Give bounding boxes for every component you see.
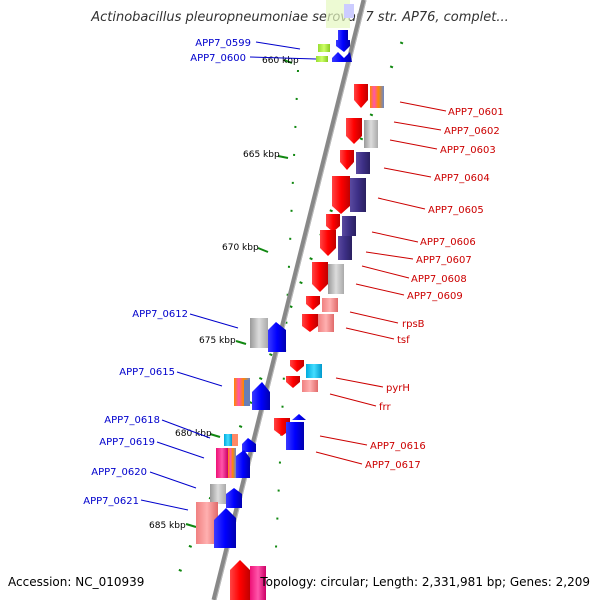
gene-APP7_0599[interactable]	[318, 30, 350, 52]
gene-label[interactable]: APP7_0607	[416, 255, 472, 266]
gene-label[interactable]: APP7_0602	[444, 126, 500, 137]
gene-label[interactable]: tsf	[397, 335, 410, 346]
gene-APP7_0605[interactable]	[326, 214, 356, 236]
gene-APP7_0615[interactable]	[234, 378, 270, 410]
gene-label[interactable]: APP7_0608	[411, 274, 467, 285]
accession-label: Accession: NC_010939	[8, 575, 145, 589]
gene-label[interactable]: APP7_0619	[99, 437, 155, 448]
right-leader-lines	[315, 101, 447, 465]
tick-label: 670 kbp	[222, 243, 259, 253]
gene-rpsB[interactable]	[306, 296, 338, 312]
gene-APP7_0620[interactable]	[210, 484, 242, 508]
gene-APP7_0607[interactable]	[312, 262, 344, 294]
topology-label: Topology: circular; Length: 2,331,981 bp…	[260, 575, 590, 589]
genome-backbone	[211, 0, 367, 600]
gene-label[interactable]: APP7_0616	[370, 441, 426, 452]
gene-label[interactable]: rpsB	[402, 319, 425, 330]
gene-label[interactable]: APP7_0621	[83, 496, 139, 507]
gene-label[interactable]: APP7_0603	[440, 145, 496, 156]
gene-label[interactable]: APP7_0606	[420, 237, 476, 248]
gene-label[interactable]: APP7_0605	[428, 205, 484, 216]
gene-label[interactable]: APP7_0612	[132, 309, 188, 320]
gene-APP7_0602[interactable]	[346, 118, 378, 148]
gene-APP7_0606[interactable]	[320, 230, 352, 260]
gene-tsf[interactable]	[302, 314, 334, 332]
gene-partial-bottom	[230, 560, 266, 600]
tick-marks	[185, 59, 293, 528]
gene-label[interactable]: APP7_0599	[195, 38, 251, 49]
tick-label: 685 kbp	[149, 521, 186, 531]
gene-label[interactable]: APP7_0601	[448, 107, 504, 118]
gene-label[interactable]: APP7_0609	[407, 291, 463, 302]
gene-APP7_0604[interactable]	[332, 176, 366, 214]
tick-label: 660 kbp	[262, 56, 299, 66]
gene-APP7_0600[interactable]	[316, 52, 352, 62]
gene-pyrH[interactable]	[290, 360, 322, 378]
gene-label[interactable]: pyrH	[386, 383, 410, 394]
left-leader-lines	[140, 41, 317, 511]
gene-label[interactable]: APP7_0620	[91, 467, 147, 478]
gene-APP7_0601[interactable]	[354, 84, 384, 108]
tick-label: 675 kbp	[199, 336, 236, 346]
gene-APP7_0617[interactable]	[286, 414, 306, 450]
gene-label[interactable]: frr	[379, 402, 391, 413]
gene-label[interactable]: APP7_0617	[365, 460, 421, 471]
gene-APP7_0612[interactable]	[250, 318, 286, 352]
gene-APP7_0603[interactable]	[340, 150, 370, 174]
gene-label[interactable]: APP7_0618	[104, 415, 160, 426]
map-title: Actinobacillus pleuropneumoniae serovar …	[91, 10, 509, 25]
gene-label[interactable]: APP7_0600	[190, 53, 246, 64]
gene-label[interactable]: APP7_0604	[434, 173, 490, 184]
gene-APP7_0621[interactable]	[196, 502, 236, 548]
gene-frr[interactable]	[286, 376, 318, 392]
tick-label: 680 kbp	[175, 429, 212, 439]
tick-label: 665 kbp	[243, 150, 280, 160]
gene-APP7_0618[interactable]	[224, 434, 256, 452]
gene-APP7_0619[interactable]	[216, 448, 250, 478]
gene-label[interactable]: APP7_0615	[119, 367, 175, 378]
